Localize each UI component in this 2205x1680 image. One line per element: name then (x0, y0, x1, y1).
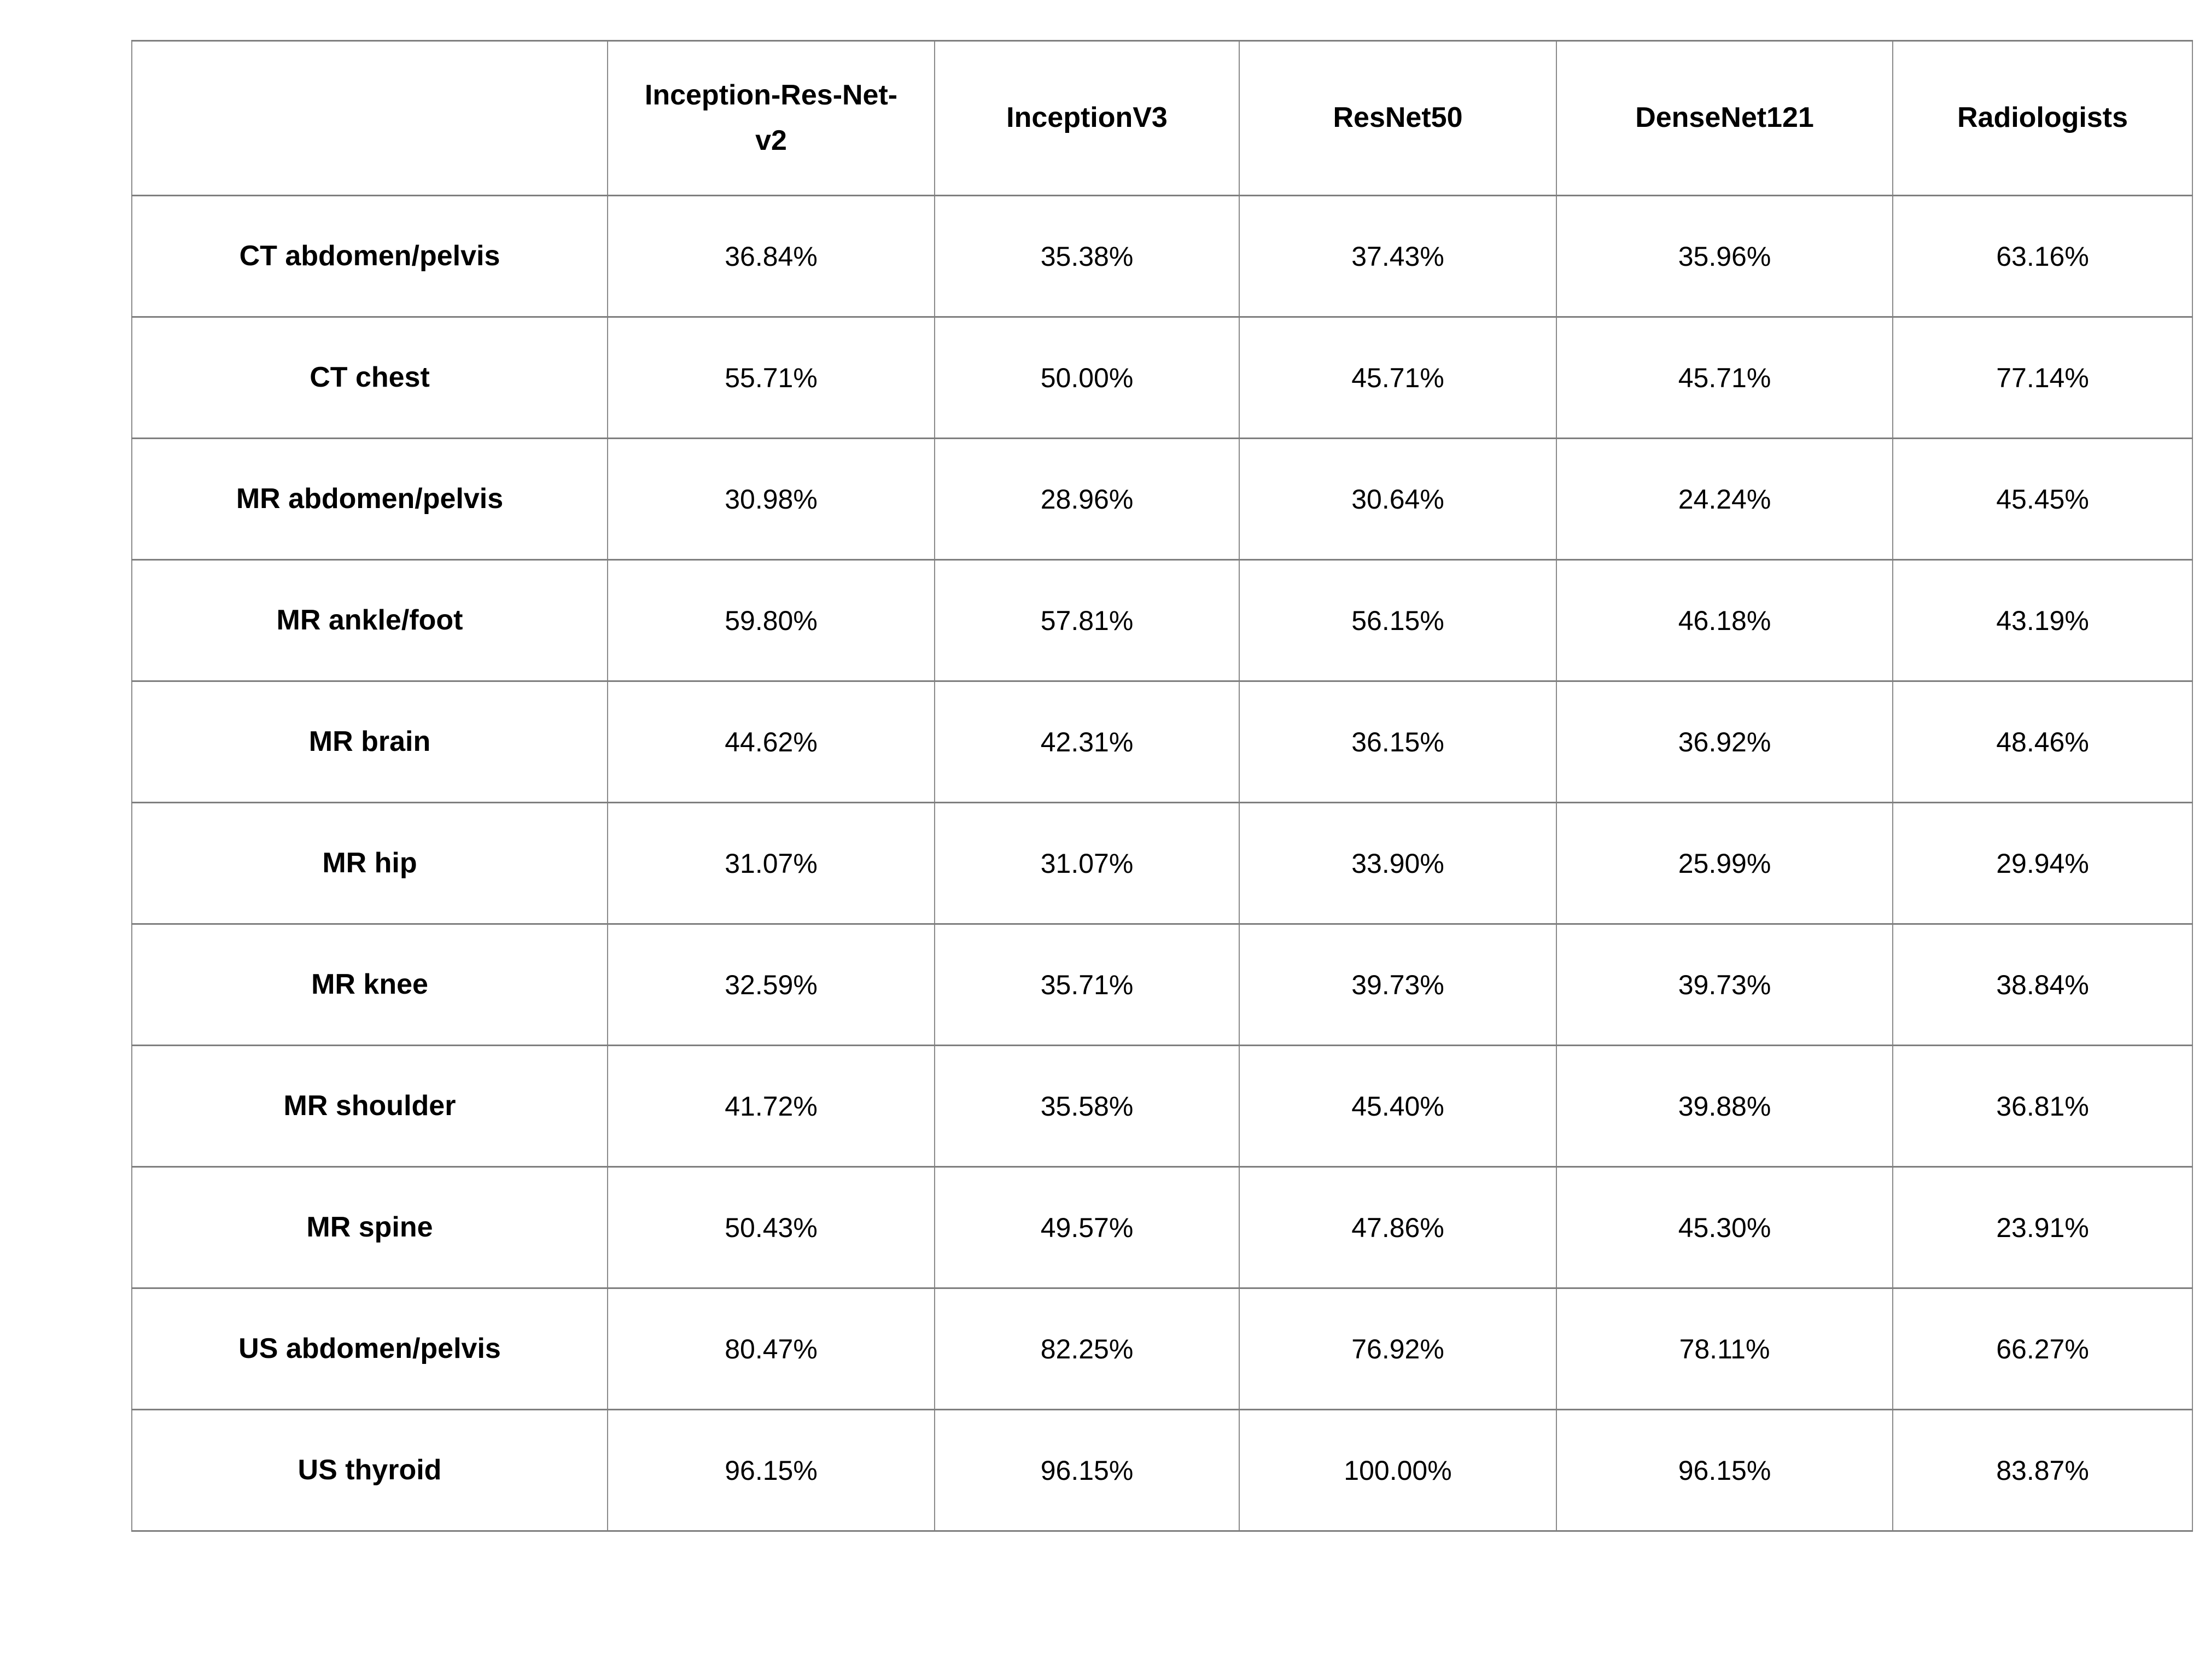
data-cell: 36.81% (1892, 1045, 2193, 1168)
table-row: MR ankle/foot 59.80% 57.81% 56.15% 46.18… (131, 559, 2193, 682)
data-cell: 44.62% (607, 680, 935, 803)
data-cell: 100.00% (1239, 1409, 1557, 1532)
data-cell: 33.90% (1239, 802, 1557, 925)
table-row: MR spine 50.43% 49.57% 47.86% 45.30% 23.… (131, 1166, 2193, 1289)
row-label: CT abdomen/pelvis (131, 195, 608, 318)
data-cell: 31.07% (607, 802, 935, 925)
data-cell: 82.25% (934, 1287, 1240, 1410)
data-cell: 42.31% (934, 680, 1240, 803)
data-cell: 36.15% (1239, 680, 1557, 803)
table-row: CT abdomen/pelvis 36.84% 35.38% 37.43% 3… (131, 195, 2193, 318)
data-cell: 50.43% (607, 1166, 935, 1289)
table-row: MR brain 44.62% 42.31% 36.15% 36.92% 48.… (131, 680, 2193, 803)
model-vs-radiologist-accuracy-table: Inception-Res-Net- v2 InceptionV3 ResNet… (131, 40, 2193, 1532)
data-cell: 32.59% (607, 923, 935, 1046)
data-cell: 96.15% (1556, 1409, 1893, 1532)
data-cell: 49.57% (934, 1166, 1240, 1289)
data-cell: 48.46% (1892, 680, 2193, 803)
data-cell: 39.88% (1556, 1045, 1893, 1168)
row-label: MR abdomen/pelvis (131, 438, 608, 561)
column-header-inceptionv3: InceptionV3 (934, 40, 1240, 196)
data-cell: 83.87% (1892, 1409, 2193, 1532)
data-cell: 28.96% (934, 438, 1240, 561)
table-row: MR knee 32.59% 35.71% 39.73% 39.73% 38.8… (131, 923, 2193, 1046)
table-row: MR abdomen/pelvis 30.98% 28.96% 30.64% 2… (131, 438, 2193, 561)
data-cell: 63.16% (1892, 195, 2193, 318)
data-cell: 23.91% (1892, 1166, 2193, 1289)
data-cell: 55.71% (607, 316, 935, 439)
table-row: MR hip 31.07% 31.07% 33.90% 25.99% 29.94… (131, 802, 2193, 925)
row-label: US abdomen/pelvis (131, 1287, 608, 1410)
table-row: MR shoulder 41.72% 35.58% 45.40% 39.88% … (131, 1045, 2193, 1168)
data-cell: 31.07% (934, 802, 1240, 925)
data-cell: 30.98% (607, 438, 935, 561)
data-cell: 43.19% (1892, 559, 2193, 682)
data-cell: 38.84% (1892, 923, 2193, 1046)
data-cell: 30.64% (1239, 438, 1557, 561)
column-header-resnet50: ResNet50 (1239, 40, 1557, 196)
data-cell: 39.73% (1239, 923, 1557, 1046)
data-cell: 96.15% (934, 1409, 1240, 1532)
data-cell: 45.40% (1239, 1045, 1557, 1168)
data-cell: 46.18% (1556, 559, 1893, 682)
table-row: US abdomen/pelvis 80.47% 82.25% 76.92% 7… (131, 1287, 2193, 1410)
data-cell: 78.11% (1556, 1287, 1893, 1410)
row-label: MR ankle/foot (131, 559, 608, 682)
row-label: MR hip (131, 802, 608, 925)
data-cell: 57.81% (934, 559, 1240, 682)
data-cell: 37.43% (1239, 195, 1557, 318)
data-cell: 25.99% (1556, 802, 1893, 925)
row-label: MR brain (131, 680, 608, 803)
column-header-radiologists: Radiologists (1892, 40, 2193, 196)
data-cell: 36.84% (607, 195, 935, 318)
data-cell: 35.71% (934, 923, 1240, 1046)
header-row: Inception-Res-Net- v2 InceptionV3 ResNet… (131, 40, 2193, 196)
data-cell: 76.92% (1239, 1287, 1557, 1410)
column-header-densenet121: DenseNet121 (1556, 40, 1893, 196)
data-cell: 29.94% (1892, 802, 2193, 925)
row-label: CT chest (131, 316, 608, 439)
data-cell: 56.15% (1239, 559, 1557, 682)
data-cell: 77.14% (1892, 316, 2193, 439)
data-cell: 41.72% (607, 1045, 935, 1168)
data-cell: 45.30% (1556, 1166, 1893, 1289)
row-label: MR spine (131, 1166, 608, 1289)
row-label: MR knee (131, 923, 608, 1046)
data-cell: 39.73% (1556, 923, 1893, 1046)
data-cell: 24.24% (1556, 438, 1893, 561)
corner-empty-cell (131, 40, 608, 196)
data-cell: 45.71% (1556, 316, 1893, 439)
data-cell: 66.27% (1892, 1287, 2193, 1410)
column-header-inception-res-net-v2: Inception-Res-Net- v2 (607, 40, 935, 196)
data-cell: 35.38% (934, 195, 1240, 318)
data-cell: 47.86% (1239, 1166, 1557, 1289)
data-cell: 35.96% (1556, 195, 1893, 318)
data-cell: 45.45% (1892, 438, 2193, 561)
data-cell: 50.00% (934, 316, 1240, 439)
data-cell: 35.58% (934, 1045, 1240, 1168)
table-row: US thyroid 96.15% 96.15% 100.00% 96.15% … (131, 1409, 2193, 1532)
data-cell: 80.47% (607, 1287, 935, 1410)
data-cell: 59.80% (607, 559, 935, 682)
data-cell: 45.71% (1239, 316, 1557, 439)
data-cell: 96.15% (607, 1409, 935, 1532)
table-row: CT chest 55.71% 50.00% 45.71% 45.71% 77.… (131, 316, 2193, 439)
row-label: US thyroid (131, 1409, 608, 1532)
row-label: MR shoulder (131, 1045, 608, 1168)
data-cell: 36.92% (1556, 680, 1893, 803)
